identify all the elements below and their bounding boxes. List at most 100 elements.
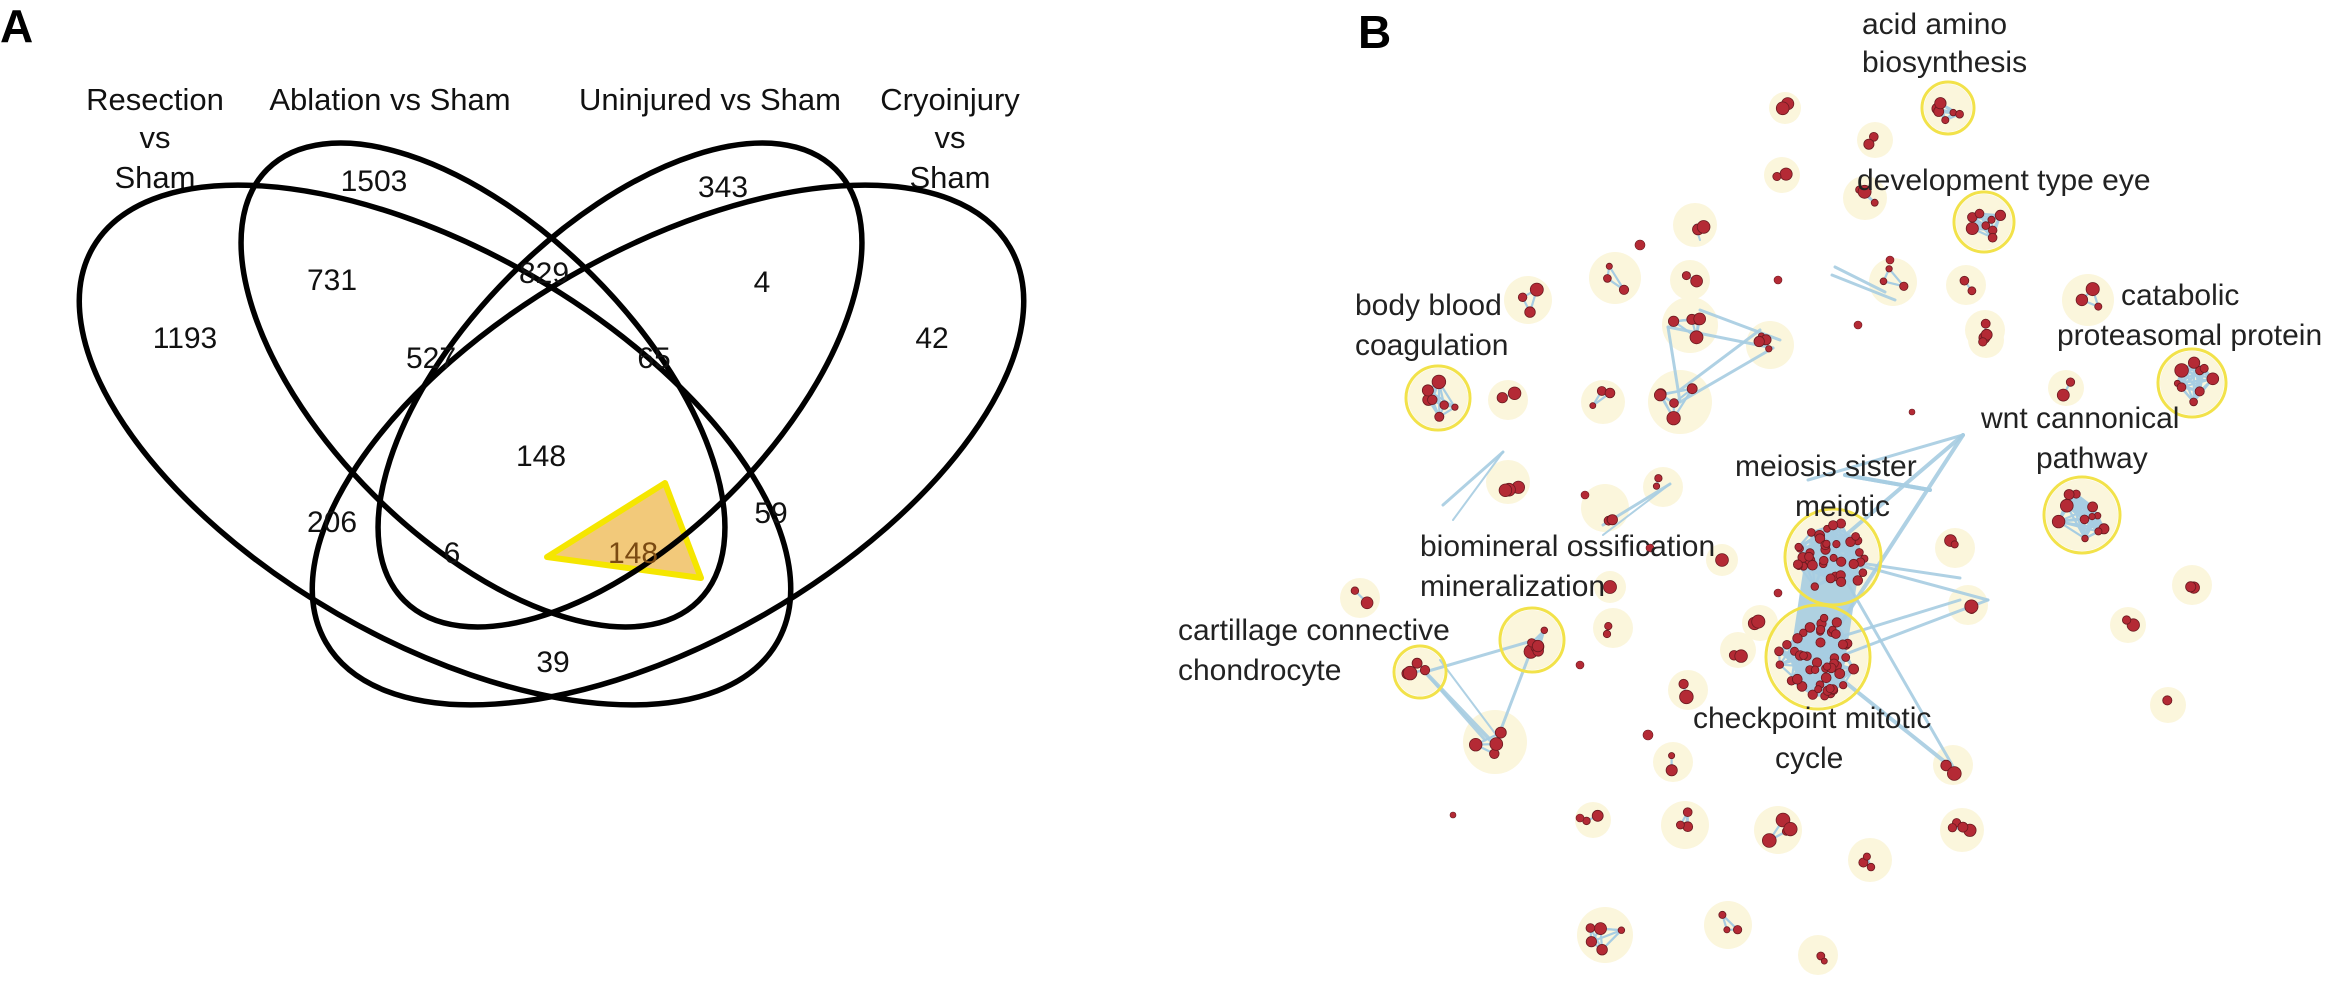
network-node [1733,925,1743,935]
network-node [1654,474,1663,483]
network-node [1681,271,1691,281]
network-node [1602,629,1612,639]
network-node [1529,282,1544,297]
network-node [1734,649,1748,663]
network-node [1981,221,1991,230]
network-node [1807,528,1816,537]
cluster-highlight-ring [2156,347,2228,419]
cluster-halo [1848,838,1892,882]
network-edge [1828,598,1962,642]
cluster-highlight-ring [1920,80,1976,136]
ellipse-cryoinjury [309,182,1027,708]
network-node [1594,922,1607,935]
network-node [1959,275,1970,286]
count-resection-uninjured-cryoinjury: 6 [444,537,461,570]
network-node [1679,689,1694,705]
network-node [1779,167,1793,181]
network-node [1908,408,1916,416]
cluster-highlight-ring [1952,190,2016,254]
network-node [1941,116,1950,125]
network-node [1449,811,1457,819]
cluster-highlight-ring [1498,606,1566,674]
network-node [1987,232,1998,243]
cluster-halo [1575,802,1611,838]
cryoinjury-label-line-1: Cryoinjury [880,82,1020,117]
network-node [1682,807,1693,817]
network-node [1836,576,1847,588]
network-edge [1843,473,1932,492]
label-body-blood-line-1: body blood [1355,289,1502,322]
label-body-blood-line-2: coagulation [1355,329,1508,362]
network-node [1580,490,1590,500]
network-edge [1828,668,1957,772]
network-node [1858,568,1868,577]
cluster-halo [1577,907,1633,963]
network-node [2085,282,2100,297]
network-node [1811,657,1823,668]
network-node [1804,551,1814,562]
label-meiosis-line-2: meiotic [1795,490,1890,523]
network-node [2206,372,2220,386]
label-cartillage-line-1: cartillage connective [1178,614,1450,647]
cluster-highlight-ring [2042,475,2122,555]
network-node [1950,540,1959,549]
network-node [1585,923,1596,933]
network-node [1885,265,1893,273]
network-node [1857,184,1872,199]
count-ablation-only: 1503 [341,165,408,198]
cluster-halo [1589,252,1641,304]
network-node [2060,498,2074,513]
network-node [1974,208,1985,219]
network-node [2194,386,2205,397]
network-edge [1838,568,1957,772]
network-node [1421,384,1434,397]
network-node [2094,527,2103,536]
network-node [1498,483,1513,498]
network-node [1411,657,1423,669]
network-node [1517,292,1528,303]
network-node [2199,363,2209,373]
network-node [1531,639,1545,653]
network-edge [2083,516,2094,539]
network-node [2122,615,2132,625]
network-edge [1666,325,1682,404]
network-node [2081,534,2089,543]
network-node [1715,553,1729,567]
network-node [1899,281,1909,291]
network-edge [1439,659,1501,741]
label-checkpoint-line-2: cycle [1775,742,1843,775]
label-catabolic-line-1: catabolic [2121,279,2239,312]
network-node [2174,363,2189,378]
network-node [1819,613,1829,623]
network-node [2063,489,2075,500]
network-edge [1678,346,1775,404]
network-node [1751,614,1766,629]
network-node [1848,663,1859,675]
label-meiosis-line-1: meiosis sister [1735,450,1917,483]
count-resection-uninjured: 206 [307,506,357,539]
network-node [1866,862,1876,872]
network-node [1987,215,1996,224]
network-node [1676,820,1685,830]
network-node [1496,392,1508,404]
network-edge [1423,638,1537,674]
network-node [1723,926,1731,934]
network-node [2056,388,2070,402]
network-node [1772,171,1782,181]
network-node [1994,209,2007,221]
network-node [1402,665,1418,681]
network-node [1652,482,1661,490]
network-node [1617,926,1626,934]
network-node [2051,514,2066,529]
cluster-highlight-ring [1783,507,1883,607]
network-node [1967,286,1977,296]
label-checkpoint-line-1: checkpoint mitotic [1693,702,1931,735]
network-node [2189,397,2198,407]
network-node [1603,274,1612,283]
network-node [1604,621,1613,631]
cluster-highlight-ring [1404,364,1472,432]
ellipse-resection [76,182,794,708]
network-node [1807,559,1818,571]
network-node [1753,335,1765,348]
